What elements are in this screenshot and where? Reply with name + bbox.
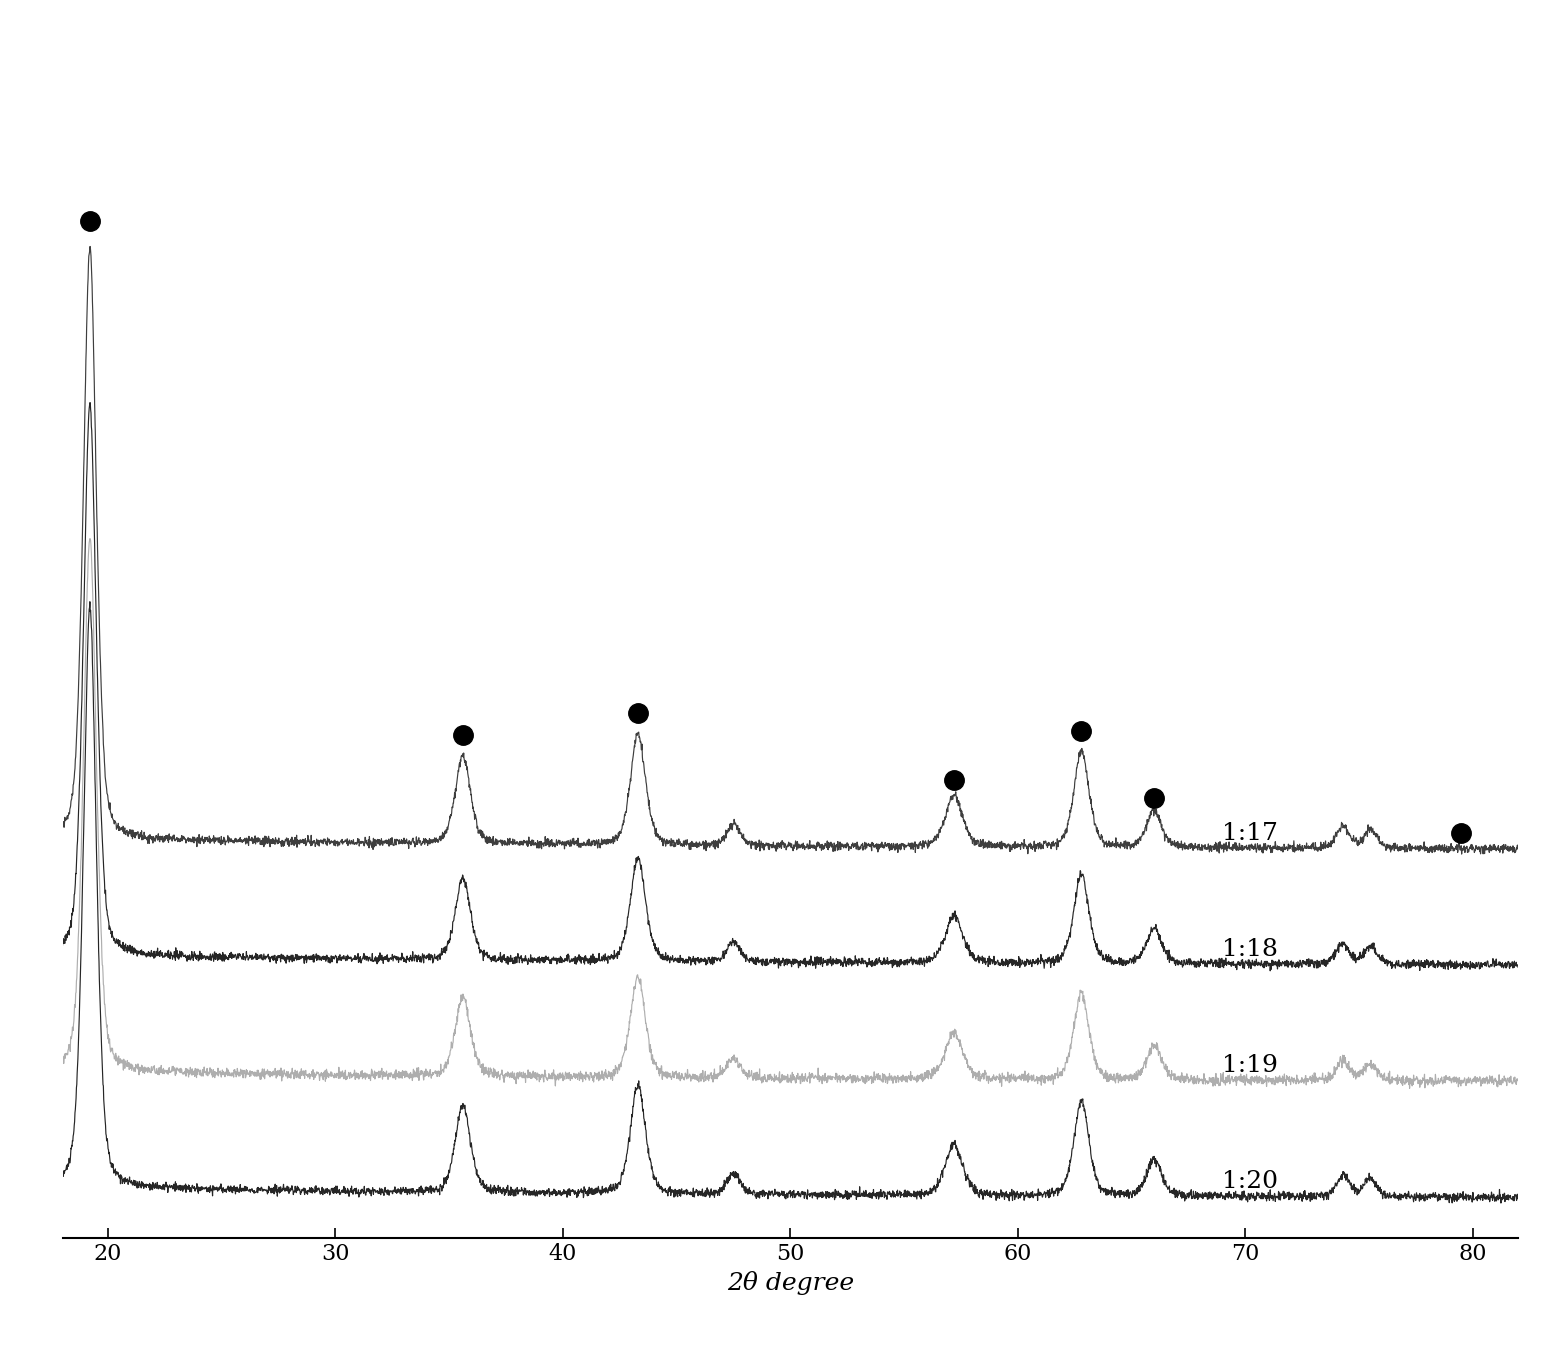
Text: 1:18: 1:18 [1222,938,1279,961]
Text: 1:20: 1:20 [1222,1170,1279,1194]
Text: 1:17: 1:17 [1222,822,1279,845]
Text: 1:19: 1:19 [1222,1054,1279,1077]
X-axis label: 2θ degree: 2θ degree [726,1271,854,1295]
